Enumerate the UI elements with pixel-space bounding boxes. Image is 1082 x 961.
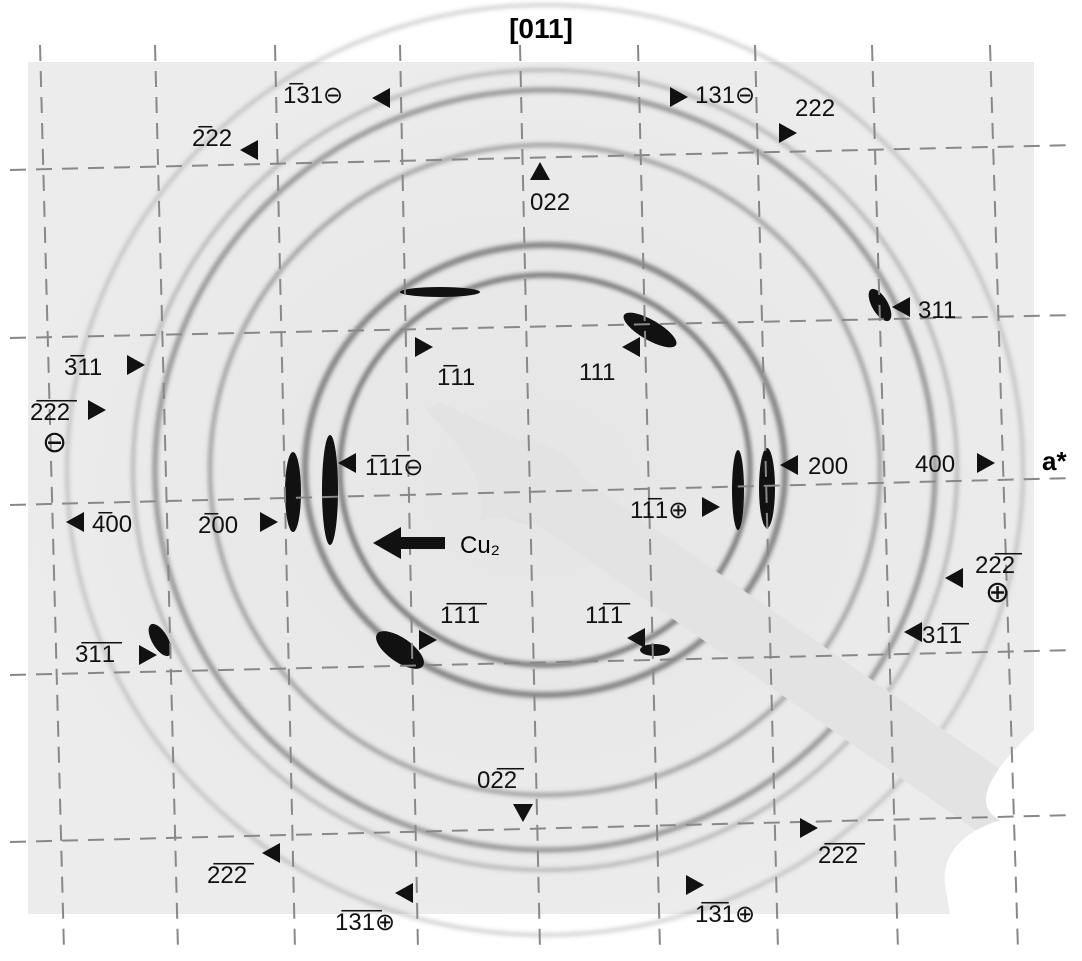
reflection-label: 2̅2̅2̅ <box>207 862 254 889</box>
reflection-label: 1̅3̅1⊕ <box>695 901 755 928</box>
reflection-label: 131⊖ <box>695 82 755 109</box>
reflection-label: 3̅1̅1̅ <box>75 641 122 668</box>
reflection-label: 2̅2̅2̅ <box>30 399 77 426</box>
reflection-label: 222 <box>795 95 835 122</box>
reflection-label: 022 <box>530 189 570 216</box>
reflection-label: 1̅1̅1̅ <box>440 602 487 629</box>
reflection-label: 1̅31⊖ <box>283 82 343 109</box>
reflection-label: 1̅11̅⊖ <box>365 454 423 481</box>
diffraction-figure: [011] a* Cu₂ 1̅31⊖ 131⊖ 2̅22 222 022 311 3̅11 1… <box>0 0 1082 961</box>
reflection-label: 3̅11 <box>64 354 102 381</box>
annotation: Cu₂ <box>460 532 500 559</box>
reflection-label: 02̅2̅ <box>477 767 524 794</box>
title: [011] <box>509 13 573 44</box>
reflection-label: 22̅2̅ <box>975 552 1022 579</box>
reflection-label: ⊕ <box>985 576 1010 609</box>
reflection-label: 1̅3̅1̅⊕ <box>335 909 395 936</box>
reflection-label: 11̅1⊕ <box>630 497 688 524</box>
reflection-label: 200 <box>808 453 848 480</box>
reflection-label: 311 <box>918 297 956 324</box>
reflection-label: ⊖ <box>42 426 67 459</box>
reflection-label: 400 <box>915 451 955 478</box>
axis-label: a* <box>1042 446 1067 476</box>
reflection-label: 2̅2̅2̅ <box>818 842 865 869</box>
reflection-label: 1̅11 <box>437 364 475 391</box>
reflection-label: 31̅1̅ <box>922 622 969 649</box>
reflection-label: 111 <box>579 359 615 386</box>
reflection-label: 2̅00 <box>198 512 238 539</box>
reflection-label: 4̅00 <box>92 511 132 538</box>
reflection-label: 2̅22 <box>192 125 232 152</box>
